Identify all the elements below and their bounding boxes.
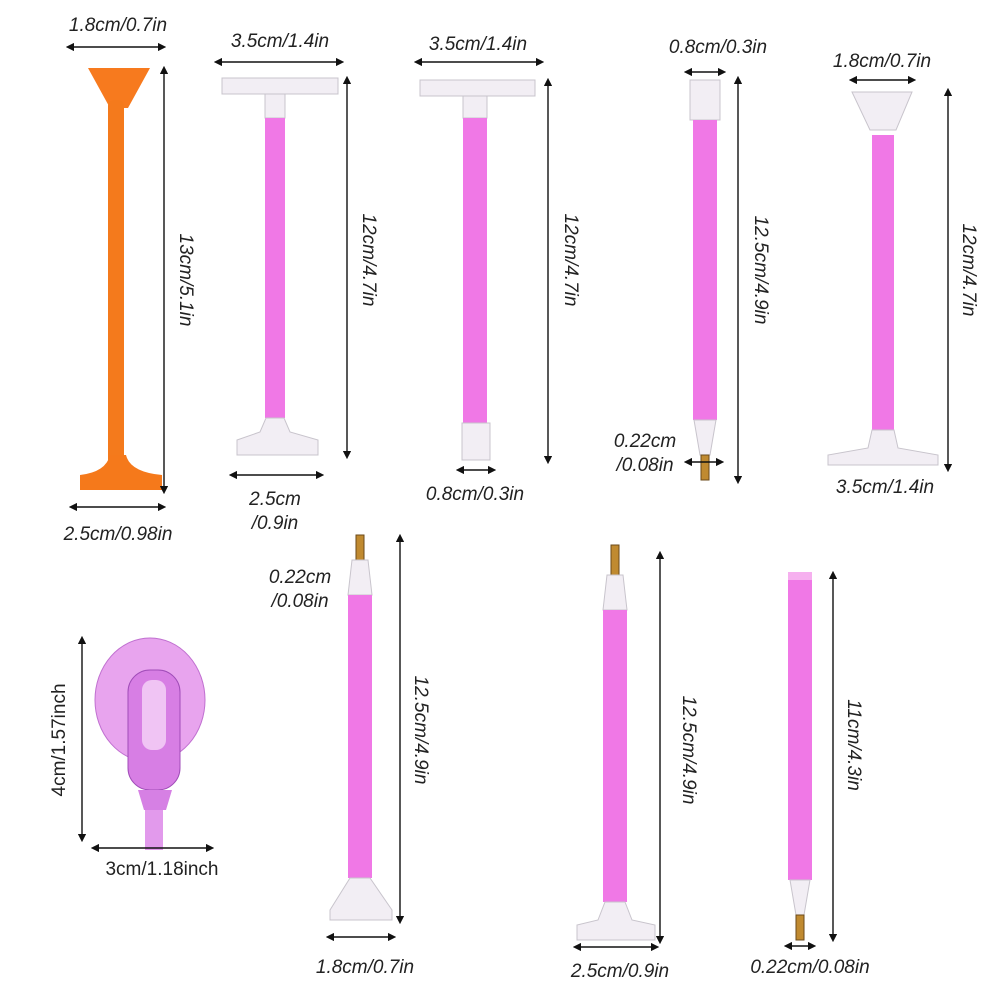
dimension-label: 12.5cm/4.9in xyxy=(678,696,699,805)
dimension-label: 3cm/1.18inch xyxy=(105,859,218,880)
dimension-label: 4cm/1.57inch xyxy=(49,683,70,796)
dimension-label: 12.5cm/4.9in xyxy=(750,216,771,325)
pen xyxy=(827,91,939,466)
pen xyxy=(576,544,656,941)
pen xyxy=(788,572,812,941)
dimension-label: 0.22cm xyxy=(614,431,676,452)
pen xyxy=(221,77,339,456)
pen-holder xyxy=(94,637,206,850)
dimension-label: 12cm/4.7in xyxy=(358,214,379,307)
dimension-label: 1.8cm/0.7in xyxy=(69,15,167,36)
dimension-label: 11cm/4.3in xyxy=(843,699,864,791)
pen xyxy=(689,79,721,481)
dimension-label: 0.22cm/0.08in xyxy=(750,957,869,978)
dimension-label: 0.8cm/0.3in xyxy=(669,37,767,58)
dimension-label: /0.9in xyxy=(250,513,298,534)
dimension-label: /0.08in xyxy=(614,455,673,476)
dimension-label: 12cm/4.7in xyxy=(958,224,979,317)
dimension-label: 0.8cm/0.3in xyxy=(426,484,524,505)
dimension-label: 12.5cm/4.9in xyxy=(410,676,431,785)
dimension-label: 1.8cm/0.7in xyxy=(316,957,414,978)
dimension-label: 12cm/4.7in xyxy=(560,214,581,307)
dimension-label: 3.5cm/1.4in xyxy=(429,34,527,55)
pen xyxy=(419,79,536,461)
dimension-label: 3.5cm/1.4in xyxy=(836,477,934,498)
dimension-label: 2.5cm/0.9in xyxy=(570,961,669,982)
dimension-label: 3.5cm/1.4in xyxy=(231,31,329,52)
dimension-label: 13cm/5.1in xyxy=(175,234,196,327)
dimension-label: /0.08in xyxy=(269,591,328,612)
pen xyxy=(329,534,393,921)
dimension-label: 1.8cm/0.7in xyxy=(833,51,931,72)
dimension-label: 2.5cm/0.98in xyxy=(63,524,173,545)
orange-pen xyxy=(80,68,162,490)
dimension-label: 2.5cm xyxy=(248,489,301,510)
dimension-label: 0.22cm xyxy=(269,567,331,588)
